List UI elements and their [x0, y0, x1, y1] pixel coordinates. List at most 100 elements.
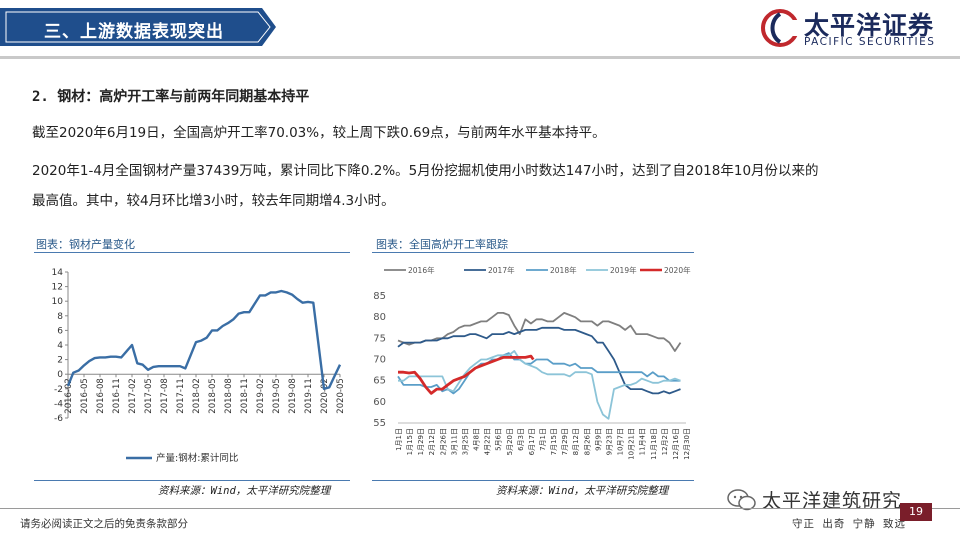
- y-tick-label: 80: [373, 312, 386, 323]
- y-tick-label: 8: [57, 312, 63, 322]
- legend-label: 2020年: [664, 265, 691, 275]
- y-tick-label: 60: [373, 397, 386, 408]
- logo-english: PACIFIC SECURITIES: [804, 36, 936, 48]
- right-figure-caption: 图表：全国高炉开工率跟踪: [376, 238, 508, 251]
- logo-name: 太平洋证券: [804, 11, 935, 40]
- x-tick-label: 2016-05: [80, 378, 90, 414]
- watermark-text: 太平洋建筑研究: [762, 490, 903, 512]
- y-tick-label: 75: [373, 333, 386, 344]
- right-source-rule: [372, 480, 694, 481]
- paragraph-2-line-1: 2020年1-4月全国钢材产量37439万吨，累计同比下降0.2%。5月份挖掘机…: [32, 163, 819, 179]
- x-tick-label: 5月6日: [495, 428, 503, 451]
- x-tick-label: 2018-11: [240, 378, 250, 414]
- legend-label: 产量:钢材:累计同比: [156, 452, 238, 464]
- x-tick-label: 9月9日: [594, 428, 602, 451]
- company-logo: 太平洋证券 PACIFIC SECURITIES: [760, 4, 950, 52]
- left-figure-caption: 图表：钢材产量变化: [36, 238, 135, 251]
- x-tick-label: 6月17日: [528, 428, 536, 455]
- y-tick-label: 70: [373, 355, 386, 366]
- y-tick-label: 10: [52, 297, 64, 307]
- x-tick-label: 6月3日: [517, 428, 525, 451]
- subsection-heading: 2. 钢材：高炉开工率与前两年同期基本持平: [32, 89, 310, 105]
- x-tick-label: 11月18日: [650, 428, 658, 460]
- x-tick-label: 3月11日: [450, 428, 458, 455]
- series-line-2020年: [398, 354, 535, 395]
- series-line-2017年: [397, 326, 681, 395]
- y-tick-label: 55: [373, 418, 386, 429]
- x-tick-label: 1月15日: [406, 428, 414, 455]
- x-tick-label: 8月12日: [572, 428, 580, 455]
- blast-furnace-rate-chart: 2016年 2017年 2018年 2019年 2020年 85 80 75 70 65 60 55 1…: [373, 265, 691, 460]
- page-number: 19: [900, 503, 932, 521]
- y-tick-label: -6: [54, 414, 63, 424]
- x-tick-label: 2020-05: [336, 378, 346, 414]
- x-tick-label: 2月26日: [439, 428, 447, 455]
- x-tick-label: 1月1日: [395, 428, 403, 451]
- footer-divider: [0, 508, 960, 509]
- header-divider: [0, 56, 960, 59]
- x-tick-label: 2017-11: [176, 378, 186, 414]
- y-tick-label: 2: [57, 356, 63, 366]
- x-tick-label: 8月26日: [583, 428, 591, 455]
- x-tick-label: 7月15日: [550, 428, 558, 455]
- x-tick-label: 2019-02: [256, 378, 266, 414]
- x-tick-label: 12月16日: [672, 428, 680, 460]
- x-tick-label: 2017-05: [144, 378, 154, 414]
- legend-label: 2017年: [488, 265, 515, 275]
- x-tick-label: 4月22日: [484, 428, 492, 455]
- x-tick-label: 12月30日: [683, 428, 691, 460]
- x-tick-label: 3月25日: [461, 428, 469, 455]
- right-caption-rule: [372, 252, 694, 253]
- wechat-icon: [727, 489, 756, 511]
- x-tick-label: 2017-02: [128, 378, 138, 414]
- y-tick-label: 0: [57, 370, 63, 380]
- banner-shape: [0, 8, 276, 46]
- x-tick-label: 1月29日: [417, 428, 425, 455]
- paragraph-1: 截至2020年6月19日，全国高炉开工率70.03%，较上周下跌0.69点，与前…: [32, 125, 606, 141]
- y-tick-label: 4: [57, 341, 63, 351]
- x-tick-label: 2019-05: [272, 378, 282, 414]
- y-tick-label: -4: [54, 399, 63, 409]
- left-source-rule: [34, 480, 350, 481]
- x-tick-label: 2016-08: [96, 378, 106, 414]
- section-banner: 三、上游数据表现突出: [0, 8, 276, 46]
- y-tick-label: 65: [373, 376, 386, 387]
- paragraph-2: 2020年1-4月全国钢材产量37439万吨，累计同比下降0.2%。5月份挖掘机…: [32, 156, 932, 216]
- section-title: 三、上游数据表现突出: [44, 22, 224, 42]
- right-figure-source: 资料来源：Wind，太平洋研究院整理: [496, 485, 669, 497]
- x-tick-label: 7月1日: [539, 428, 547, 451]
- legend-label: 2016年: [408, 265, 435, 275]
- x-tick-label: 2018-02: [192, 378, 202, 414]
- y-tick-label: 14: [52, 268, 64, 278]
- y-tick-label: 12: [52, 283, 63, 293]
- x-tick-label: 11月4日: [639, 428, 647, 455]
- x-tick-label: 2016-11: [112, 378, 122, 414]
- x-tick-label: 12月2日: [661, 428, 669, 455]
- y-tick-label: 6: [57, 326, 63, 336]
- footer-disclaimer: 请务必阅读正文之后的免责条款部分: [20, 518, 188, 530]
- series-line-steel-output: [66, 289, 342, 391]
- x-tick-label: 7月29日: [561, 428, 569, 455]
- series-line-2019年: [398, 350, 681, 420]
- x-tick-label: 2019-11: [304, 378, 314, 414]
- legend-label: 2018年: [550, 265, 577, 275]
- x-tick-label: 10月21日: [628, 428, 636, 460]
- y-tick-label: -2: [54, 385, 63, 395]
- left-figure-source: 资料来源：Wind，太平洋研究院整理: [158, 485, 331, 497]
- left-caption-rule: [34, 252, 350, 253]
- x-tick-label: 10月7日: [617, 428, 625, 455]
- series-line-2016年: [397, 312, 682, 352]
- paragraph-2-line-2: 最高值。其中，较4月环比增3小时，较去年同期增4.3小时。: [32, 193, 395, 209]
- x-tick-label: 2月12日: [428, 428, 436, 455]
- footer-motto: 守正 出奇 宁静 致远: [792, 518, 906, 530]
- x-tick-label: 2017-08: [160, 378, 170, 414]
- legend-label: 2019年: [610, 265, 637, 275]
- wechat-watermark: 太平洋建筑研究: [726, 486, 934, 512]
- x-tick-label: 4月8日: [473, 428, 481, 451]
- logo-icon: [761, 9, 800, 47]
- x-tick-label: 2018-08: [224, 378, 234, 414]
- y-tick-label: 85: [373, 291, 386, 302]
- x-tick-label: 2020-02: [320, 378, 330, 414]
- x-tick-label: 9月23日: [605, 428, 613, 455]
